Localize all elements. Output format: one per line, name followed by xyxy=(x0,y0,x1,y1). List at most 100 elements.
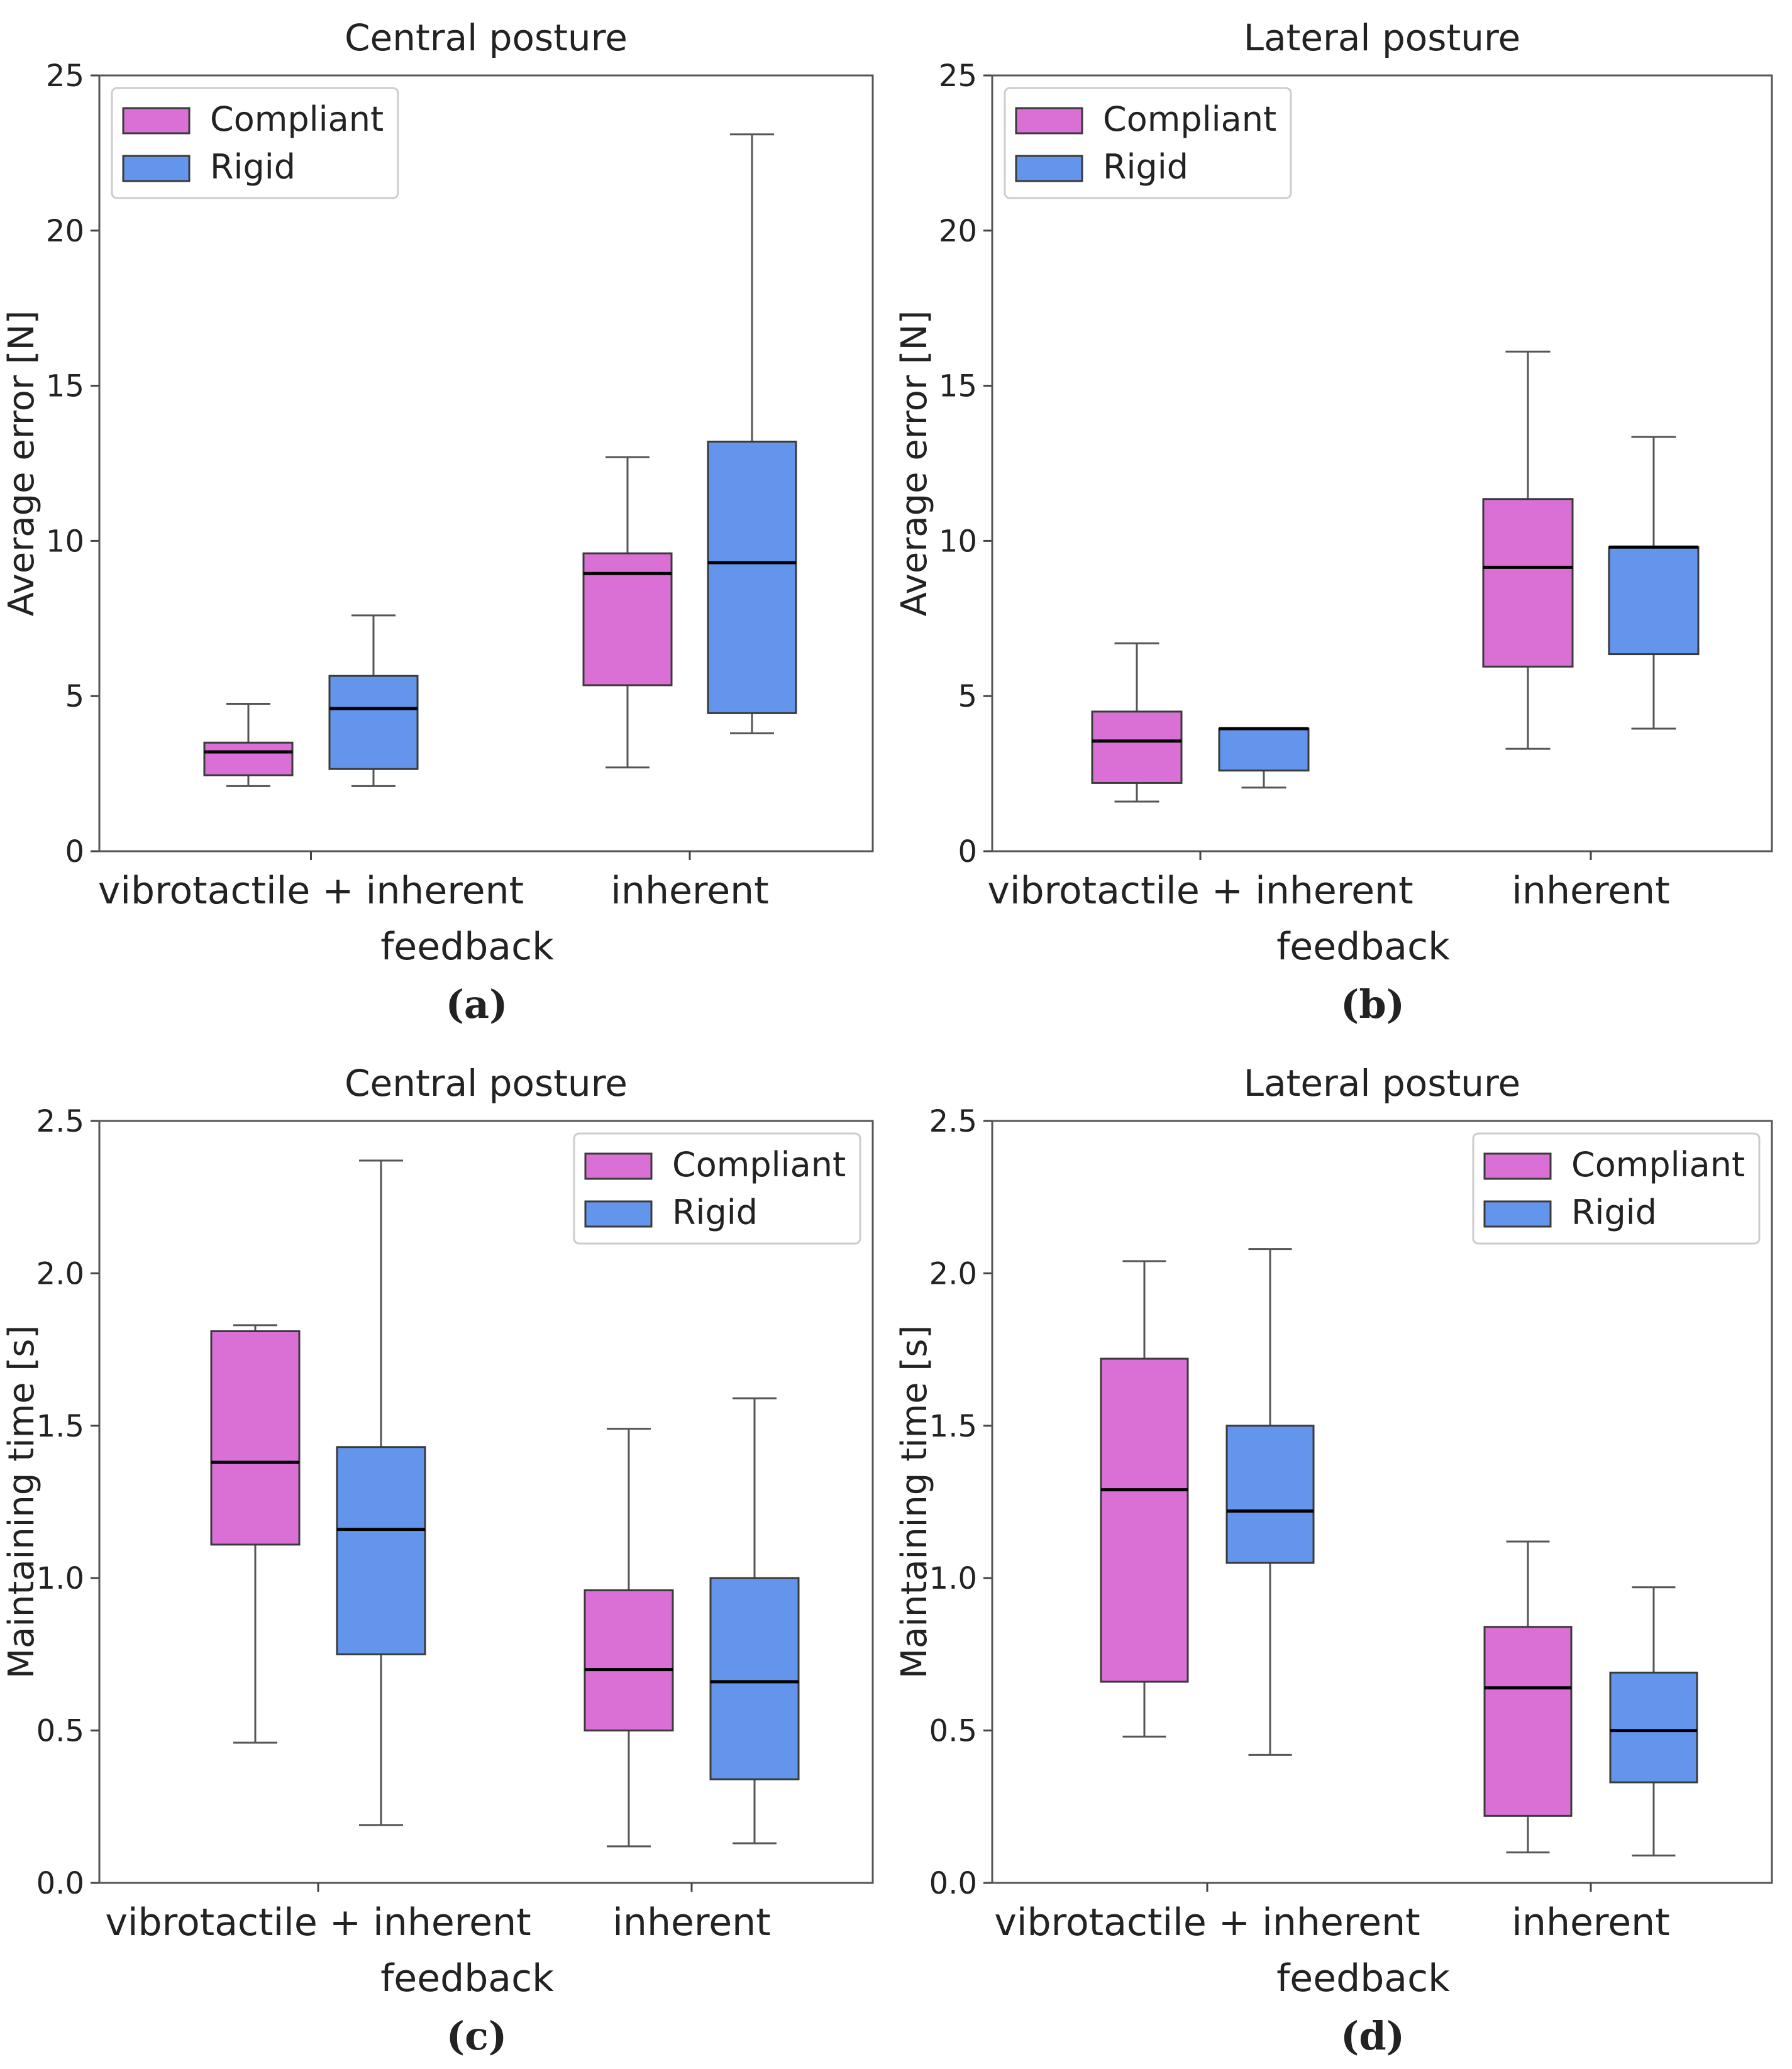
y-tick-label: 0.0 xyxy=(929,1866,977,1901)
box-iqr xyxy=(1608,546,1700,656)
plot-frame xyxy=(98,1120,874,1884)
plot-frame xyxy=(991,74,1773,852)
legend-swatch-compliant xyxy=(584,1152,653,1180)
x-axis-label: feedback xyxy=(380,1956,554,2000)
legend-label-compliant: Compliant xyxy=(672,1145,846,1184)
legend-label-compliant: Compliant xyxy=(1103,99,1276,139)
x-axis-label: feedback xyxy=(380,925,554,969)
legend-label-rigid: Rigid xyxy=(1571,1193,1657,1232)
y-tick-label: 5 xyxy=(65,679,84,714)
box-compliant-inherent xyxy=(1482,350,1574,750)
y-tick-label: 15 xyxy=(939,369,977,404)
legend-label-rigid: Rigid xyxy=(210,147,296,187)
y-tick-label: 25 xyxy=(46,58,84,94)
box-iqr xyxy=(1483,1626,1573,1817)
panel-a: Central posture 0 5 10 15 20 25 Average error [… xyxy=(1,16,874,1027)
legend-label-compliant: Compliant xyxy=(1571,1145,1745,1184)
chart-title: Central posture xyxy=(345,1062,628,1105)
y-axis-label: Maintaining time [s] xyxy=(1,1325,42,1679)
legend-swatch-compliant xyxy=(1015,107,1083,135)
y-axis-label: Maintaining time [s] xyxy=(894,1325,935,1679)
legend: Compliant Rigid xyxy=(1004,87,1292,199)
y-tick-label: 2.5 xyxy=(36,1104,84,1139)
box-compliant-vibrotactile-inherent xyxy=(1091,642,1183,803)
box-iqr xyxy=(203,741,294,776)
box-rigid-vibrotactile-inherent xyxy=(1218,727,1310,789)
panel-label: (d) xyxy=(1341,2013,1405,2059)
y-tick-label: 10 xyxy=(46,524,84,559)
box-iqr xyxy=(1100,1357,1189,1683)
legend: Compliant Rigid xyxy=(111,87,399,199)
y-tick-label: 0.5 xyxy=(36,1714,84,1749)
panel-d: Lateral posture 0.0 0.5 1.0 1.5 2.0 2.5 Maintai… xyxy=(894,1062,1773,2059)
x-axis-label: feedback xyxy=(1276,1956,1450,2000)
chart-title: Lateral posture xyxy=(1244,1062,1521,1105)
y-tick-label: 1.0 xyxy=(36,1561,84,1596)
legend-swatch-rigid xyxy=(584,1200,653,1228)
panel-label: (c) xyxy=(446,2013,507,2059)
box-iqr xyxy=(210,1330,301,1546)
box-compliant-inherent xyxy=(1483,1540,1573,1854)
legend-swatch-rigid xyxy=(1483,1200,1552,1228)
y-tick-label: 2.0 xyxy=(929,1256,977,1291)
box-iqr xyxy=(1609,1671,1698,1784)
y-axis-label: Average error [N] xyxy=(1,311,42,617)
y-tick-label: 2.5 xyxy=(929,1104,977,1139)
panel-b: Lateral posture 0 5 10 15 20 25 Average error [… xyxy=(894,16,1773,1027)
x-tick-label: vibrotactile + inherent xyxy=(105,1901,531,1945)
box-rigid-vibrotactile-inherent xyxy=(1225,1248,1315,1756)
legend-swatch-rigid xyxy=(122,155,191,182)
legend: Compliant Rigid xyxy=(573,1132,861,1245)
y-tick-label: 0.0 xyxy=(36,1866,84,1901)
box-iqr xyxy=(1218,727,1310,772)
y-tick-label: 1.5 xyxy=(36,1409,84,1444)
box-rigid-inherent xyxy=(707,133,797,734)
x-tick-label: inherent xyxy=(611,869,768,913)
box-rigid-inherent xyxy=(709,1397,800,1845)
box-compliant-vibrotactile-inherent xyxy=(1100,1260,1189,1738)
x-tick-label: inherent xyxy=(1512,1901,1669,1945)
legend-label-compliant: Compliant xyxy=(210,99,384,139)
box-compliant-inherent xyxy=(582,456,673,769)
panel-label: (b) xyxy=(1341,981,1405,1027)
y-tick-label: 25 xyxy=(939,58,977,94)
box-rigid-inherent xyxy=(1609,1586,1698,1857)
y-tick-label: 0 xyxy=(65,834,84,869)
chart-title: Central posture xyxy=(345,16,628,59)
y-tick-label: 0 xyxy=(958,834,977,869)
box-iqr xyxy=(584,1589,674,1732)
x-tick-label: vibrotactile + inherent xyxy=(994,1901,1420,1945)
box-rigid-vibrotactile-inherent xyxy=(336,1159,426,1826)
plot-frame xyxy=(98,74,874,852)
y-tick-label: 1.5 xyxy=(929,1409,977,1444)
panel-c: Central posture 0.0 0.5 1.0 1.5 2.0 2.5 Maintai… xyxy=(1,1062,874,2059)
x-tick-label: inherent xyxy=(1512,869,1669,913)
panel-label: (a) xyxy=(446,981,508,1027)
box-rigid-vibrotactile-inherent xyxy=(328,614,419,787)
y-tick-label: 15 xyxy=(46,369,84,404)
x-tick-label: inherent xyxy=(612,1901,770,1945)
y-tick-label: 1.0 xyxy=(929,1561,977,1596)
legend-swatch-compliant xyxy=(1483,1152,1552,1180)
y-tick-label: 2.0 xyxy=(36,1256,84,1291)
box-iqr xyxy=(328,675,419,770)
legend-swatch-rigid xyxy=(1015,155,1083,182)
legend-label-rigid: Rigid xyxy=(1103,147,1188,187)
box-iqr xyxy=(707,440,797,714)
chart-title: Lateral posture xyxy=(1244,16,1521,59)
y-tick-label: 20 xyxy=(939,214,977,249)
box-iqr xyxy=(1091,710,1183,784)
box-compliant-inherent xyxy=(584,1428,674,1848)
x-tick-label: vibrotactile + inherent xyxy=(98,869,524,913)
box-rigid-inherent xyxy=(1608,436,1700,730)
y-tick-label: 5 xyxy=(958,679,977,714)
y-axis-label: Average error [N] xyxy=(894,311,935,617)
legend-label-rigid: Rigid xyxy=(672,1193,758,1232)
legend-swatch-compliant xyxy=(122,107,191,135)
plot-frame xyxy=(991,1120,1773,1884)
box-iqr xyxy=(336,1446,426,1655)
y-tick-label: 20 xyxy=(46,214,84,249)
box-iqr xyxy=(582,552,673,687)
legend: Compliant Rigid xyxy=(1472,1132,1761,1245)
